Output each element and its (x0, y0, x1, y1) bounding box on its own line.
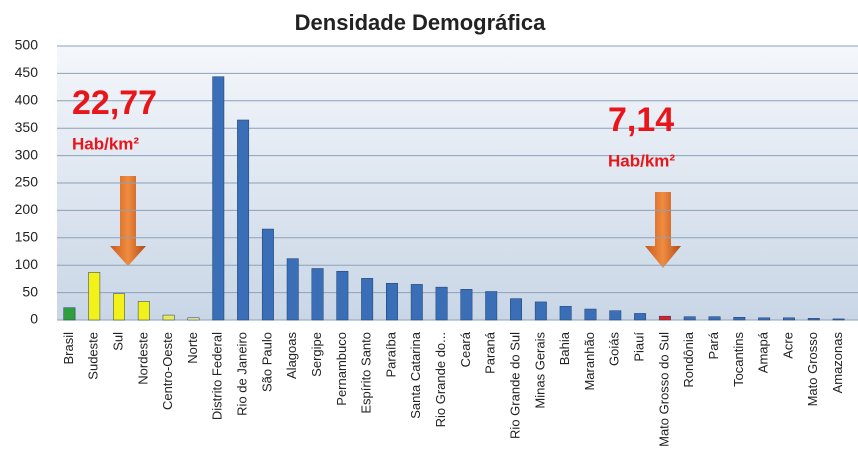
x-tick-label: Tocantins (731, 332, 746, 387)
bar (113, 293, 125, 321)
y-tick-label: 450 (15, 64, 39, 80)
bar (634, 313, 647, 321)
annotation: 22,77 (72, 84, 157, 122)
x-tick-label: Amazonas (830, 332, 845, 394)
y-tick-label: 50 (22, 283, 38, 299)
bar (361, 278, 374, 321)
bar (609, 310, 622, 321)
x-tick-label: Sergipe (309, 332, 324, 377)
x-tick-label: Minas Gerais (532, 332, 547, 409)
annotation: Hab/km² (72, 134, 139, 153)
bar (88, 272, 101, 321)
x-tick-label: Nordeste (135, 332, 150, 385)
x-tick-label: Goiás (607, 332, 622, 366)
x-tick-label: Pernambuco (334, 332, 349, 406)
x-tick-label: Pará (706, 331, 721, 359)
x-tick-label: Rio Grande do... (433, 332, 448, 427)
x-tick-label: Alagoas (284, 332, 299, 379)
bar (63, 307, 76, 321)
y-tick-label: 500 (15, 37, 39, 53)
bar (510, 298, 522, 321)
annotation: Hab/km² (608, 151, 675, 170)
x-tick-label: Santa Catarina (408, 331, 423, 418)
y-tick-label: 300 (15, 146, 39, 162)
bar (683, 316, 696, 321)
x-tick-label: Rio Grande do Sul (507, 332, 522, 439)
annotation: 7,14 (608, 101, 674, 139)
x-tick-label: Bahia (557, 331, 572, 365)
x-tick-label: Distrito Federal (210, 332, 225, 420)
x-tick-label: Acre (780, 332, 795, 359)
x-tick-label: Piauí (632, 332, 647, 362)
bar (336, 270, 349, 321)
x-tick-label: Espírito Santo (359, 332, 374, 414)
bar (460, 289, 473, 321)
x-tick-label: Sudeste (86, 332, 101, 380)
y-tick-label: 400 (15, 92, 39, 108)
arrow (645, 192, 681, 268)
bar (708, 316, 721, 321)
y-tick-label: 100 (15, 256, 39, 272)
bar (534, 301, 547, 321)
x-tick-label: Paraná (483, 331, 498, 374)
y-tick-label: 150 (15, 229, 39, 245)
x-tick-label: Norte (185, 332, 200, 364)
bar (485, 291, 498, 321)
arrow (110, 176, 146, 266)
bar (733, 317, 746, 321)
bar (286, 258, 299, 321)
x-tick-label: Amapá (756, 331, 771, 373)
x-tick-label: Rondônia (681, 331, 696, 387)
bar (386, 283, 398, 321)
x-tick-label: Maranhão (582, 332, 597, 391)
bar (410, 284, 423, 321)
y-tick-label: 200 (15, 201, 39, 217)
x-tick-label: Centro-Oeste (160, 332, 175, 410)
x-tick-label: Rio de Janeiro (235, 332, 250, 416)
bar (832, 318, 845, 321)
y-tick-label: 250 (15, 174, 39, 190)
x-tick-label: Mato Grosso (805, 332, 820, 406)
x-tick-label: Paraíba (383, 331, 398, 377)
y-tick-label: 0 (30, 311, 38, 327)
bar (261, 228, 274, 321)
x-tick-label: Brasil (61, 332, 76, 365)
bar (758, 317, 771, 321)
bar (559, 306, 572, 321)
bar (807, 318, 820, 321)
bar (237, 119, 250, 321)
x-tick-label: Mato Grosso do Sul (656, 332, 671, 447)
bar (435, 286, 448, 321)
bar (783, 317, 795, 321)
bar (162, 314, 175, 321)
x-tick-label: Ceará (458, 331, 473, 367)
y-tick-label: 350 (15, 119, 39, 135)
bar (212, 76, 225, 321)
bar (137, 301, 150, 321)
bar (311, 268, 324, 321)
bar (187, 317, 200, 321)
chart-title: Densidade Demográfica (295, 10, 546, 35)
x-tick-label: Sul (110, 332, 125, 351)
bar (584, 308, 597, 321)
x-tick-label: São Paulo (259, 332, 274, 392)
bar (658, 315, 671, 321)
